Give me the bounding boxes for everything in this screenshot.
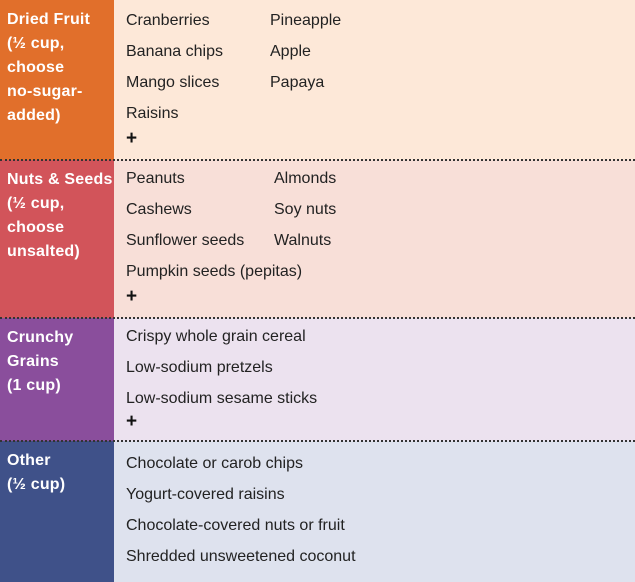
list-item: Low-sodium sesame sticks (126, 390, 318, 407)
category-label-other: Other (½ cup) (0, 441, 114, 582)
list-item: Pumpkin seeds (pepitas) (126, 263, 303, 280)
items-dried-fruit: Cranberries Banana chips Mango slices Ra… (114, 0, 635, 160)
row-dried-fruit: Dried Fruit (½ cup, choose no-sugar- add… (0, 0, 635, 160)
list-item: Peanuts (126, 170, 185, 187)
list-item: Cranberries (126, 12, 210, 29)
list-item: Mango slices (126, 74, 220, 91)
list-item: Almonds (274, 170, 337, 187)
items-other: Chocolate or carob chips Yogurt-covered … (114, 441, 635, 582)
list-item: Chocolate or carob chips (126, 455, 303, 472)
list-item: Pineapple (270, 12, 342, 29)
list-item: Chocolate-covered nuts or fruit (126, 517, 345, 534)
plus-icon: + (126, 128, 138, 149)
list-item: Crispy whole grain cereal (126, 328, 306, 345)
list-item: Papaya (270, 74, 325, 91)
list-item: Yogurt-covered raisins (126, 486, 285, 503)
list-item: Soy nuts (274, 201, 337, 218)
row-other: Other (½ cup) Chocolate or carob chips Y… (0, 441, 635, 582)
list-item: Raisins (126, 105, 179, 122)
plus-icon: + (126, 411, 138, 432)
items-crunchy-grains: Crispy whole grain cereal Low-sodium pre… (114, 318, 635, 441)
list-item: Low-sodium pretzels (126, 359, 273, 376)
category-label-crunchy-grains: Crunchy Grains (1 cup) (0, 318, 114, 441)
category-label-nuts-seeds: Nuts & Seeds (½ cup, choose unsalted) (0, 160, 114, 318)
row-crunchy-grains: Crunchy Grains (1 cup) Crispy whole grai… (0, 318, 635, 441)
category-label-dried-fruit: Dried Fruit (½ cup, choose no-sugar- add… (0, 0, 114, 160)
list-item: Banana chips (126, 43, 223, 60)
items-nuts-seeds: Peanuts Cashews Sunflower seeds Pumpkin … (114, 160, 635, 318)
row-divider (0, 440, 635, 442)
list-item: Cashews (126, 201, 192, 218)
list-item: Sunflower seeds (126, 232, 245, 249)
plus-icon: + (126, 286, 138, 307)
row-divider (0, 317, 635, 319)
row-divider (0, 159, 635, 161)
list-item: Shredded unsweetened coconut (126, 548, 356, 565)
row-nuts-seeds: Nuts & Seeds (½ cup, choose unsalted) Pe… (0, 160, 635, 318)
list-item: Walnuts (274, 232, 332, 249)
list-item: Apple (270, 43, 311, 60)
